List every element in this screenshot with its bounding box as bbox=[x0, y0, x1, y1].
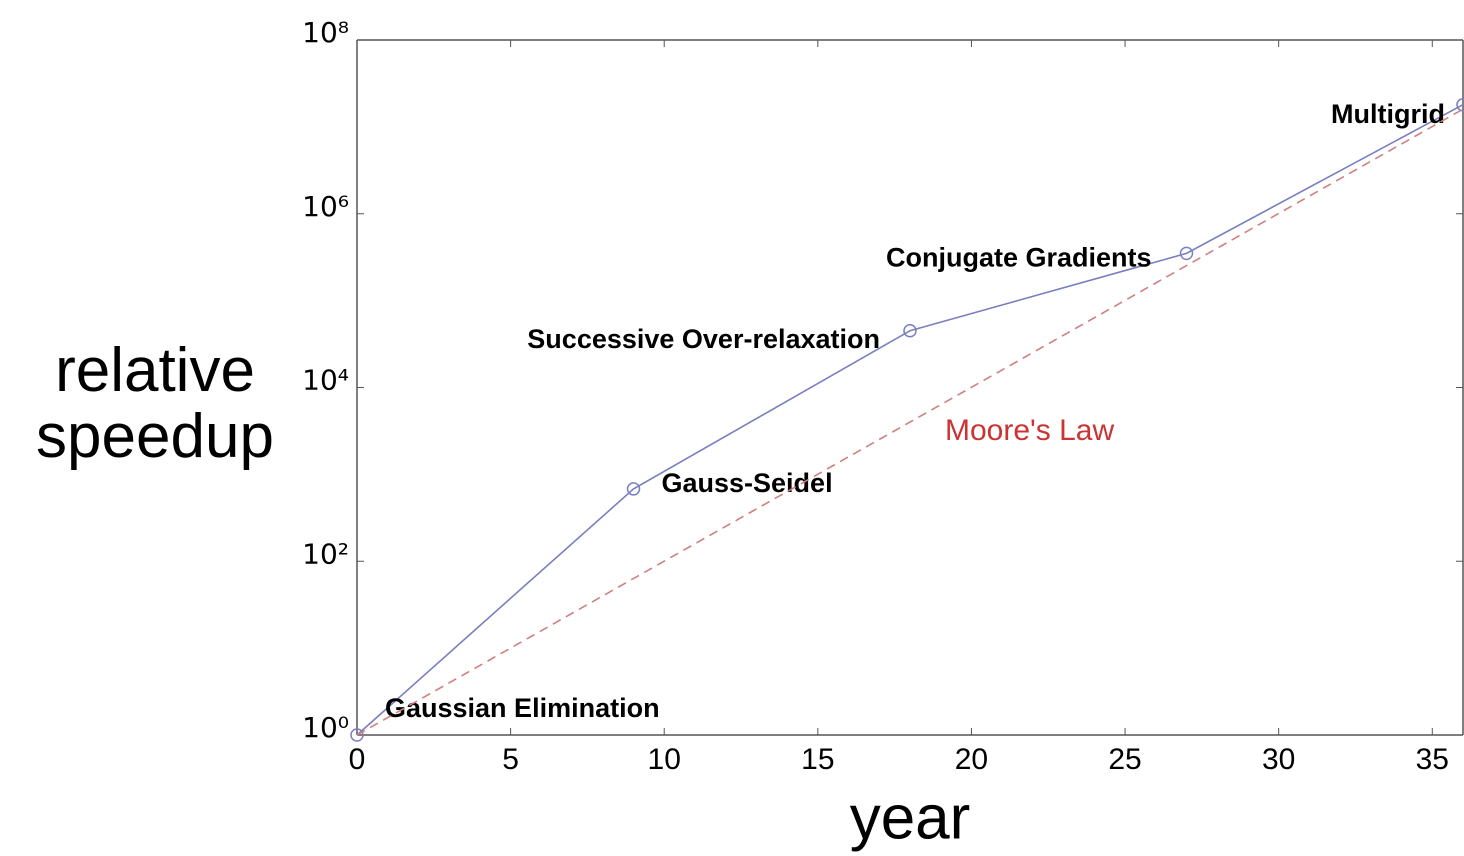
series-label: Moore's Law bbox=[945, 414, 1114, 447]
point-label: Multigrid bbox=[1331, 99, 1445, 129]
x-tick-label: 15 bbox=[801, 743, 834, 776]
x-tick-label: 35 bbox=[1416, 743, 1449, 776]
y-tick-label: 10⁴ bbox=[302, 364, 349, 397]
point-label: Conjugate Gradients bbox=[886, 242, 1152, 272]
x-tick-label: 30 bbox=[1262, 743, 1295, 776]
y-axis-label: relative speedup bbox=[36, 336, 274, 471]
y-tick-label: 10⁸ bbox=[302, 16, 349, 49]
x-tick-label: 20 bbox=[955, 743, 988, 776]
y-tick-label: 10⁶ bbox=[302, 190, 349, 223]
x-tick-label: 10 bbox=[648, 743, 681, 776]
x-tick-label: 0 bbox=[349, 743, 366, 776]
x-axis-label: year bbox=[850, 783, 971, 852]
point-marker bbox=[626, 482, 641, 496]
point-marker bbox=[1179, 246, 1194, 261]
point-label: Gauss-Seidel bbox=[662, 468, 833, 498]
y-tick-label: 10⁰ bbox=[302, 711, 349, 744]
y-tick-label: 10² bbox=[302, 537, 349, 570]
x-tick-label: 5 bbox=[502, 743, 519, 776]
series-line bbox=[356, 108, 1464, 736]
x-tick-label: 25 bbox=[1108, 743, 1141, 776]
series-line bbox=[356, 103, 1464, 736]
point-label: Successive Over-relaxation bbox=[527, 324, 880, 354]
point-label: Gaussian Elimination bbox=[385, 693, 660, 723]
point-marker bbox=[350, 728, 364, 742]
point-marker bbox=[1456, 97, 1464, 112]
point-marker bbox=[903, 324, 917, 338]
